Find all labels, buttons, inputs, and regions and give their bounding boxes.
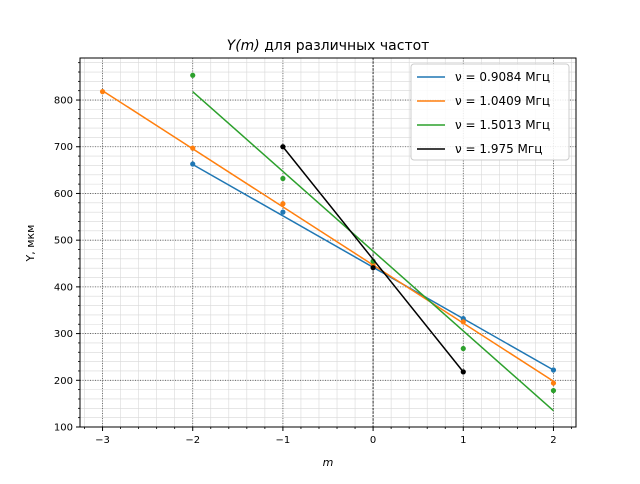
series-line	[192, 91, 554, 412]
data-point	[190, 72, 196, 78]
y-tick-label: 400	[54, 282, 73, 293]
data-point	[550, 387, 557, 394]
data-point	[190, 161, 196, 167]
chart-title-math: Y(m)	[227, 38, 260, 54]
data-point	[280, 201, 286, 207]
y-tick-label: 700	[54, 142, 73, 153]
data-point	[280, 144, 286, 150]
y-tick-label: 100	[54, 423, 73, 434]
legend: ν = 0.9084 Мгц ν = 1.0409 Мгц ν = 1.5013 М…	[410, 63, 570, 161]
legend-box	[410, 63, 570, 161]
chart-title: Y(m) для различных частот	[227, 38, 430, 54]
y-tick-label: 200	[54, 376, 73, 387]
series-layer	[99, 72, 557, 412]
legend-label: ν = 0.9084 Мгц	[455, 70, 550, 84]
series-3	[280, 144, 466, 375]
major-grid	[80, 58, 576, 428]
legend-label: ν = 1.0409 Мгц	[455, 94, 550, 108]
y-tick-label: 800	[54, 96, 73, 107]
data-point	[99, 89, 106, 95]
data-point	[550, 380, 557, 386]
data-point	[190, 145, 196, 151]
x-axis-label: m	[323, 456, 334, 469]
data-point	[460, 345, 466, 352]
series-line	[102, 90, 554, 382]
data-point	[550, 367, 557, 373]
plot-frame	[79, 57, 577, 428]
legend-label: ν = 1.5013 Мгц	[455, 118, 550, 132]
x-tick-label: −1	[276, 435, 291, 446]
y-tick-label: 300	[54, 329, 73, 340]
axis-ticks: −3 −2 −1 0 1 2 100 200 300 400 500 600 700 800	[54, 62, 572, 446]
data-point	[280, 175, 286, 182]
legend-label: ν = 1.975 Мгц	[455, 142, 542, 156]
y-tick-label: 500	[54, 236, 73, 247]
x-tick-label: −2	[185, 435, 200, 446]
x-tick-label: 0	[370, 435, 376, 446]
chart-title-text: для различных частот	[260, 38, 430, 54]
y-tick-label: 600	[54, 189, 73, 200]
y-axis-label: Y, мкм	[24, 225, 37, 263]
x-tick-label: 1	[460, 435, 466, 446]
data-point	[460, 319, 466, 325]
series-line	[282, 146, 464, 373]
data-point	[280, 209, 286, 215]
data-point	[370, 265, 376, 271]
x-tick-label: 2	[550, 435, 556, 446]
x-tick-label: −3	[95, 435, 110, 446]
series-2	[190, 72, 557, 412]
data-point	[460, 369, 466, 375]
